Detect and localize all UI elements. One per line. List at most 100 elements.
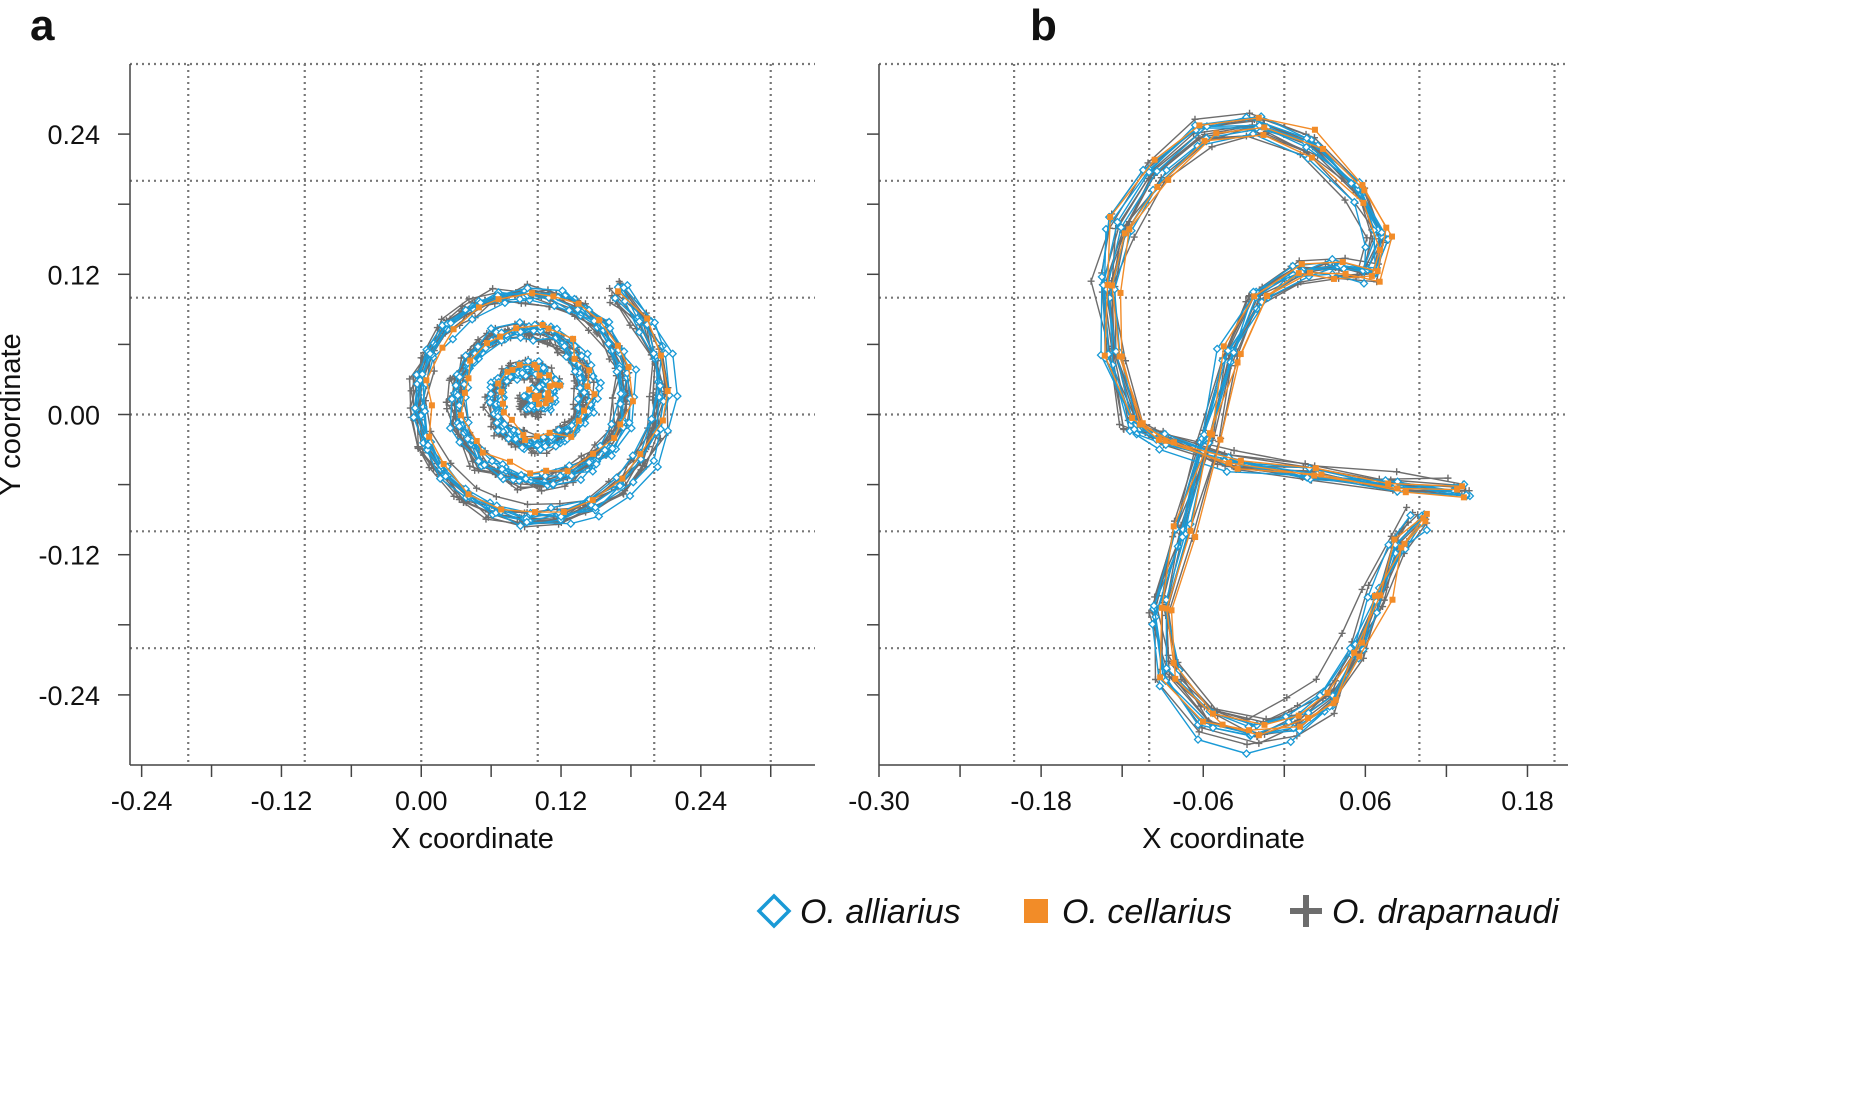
landmark-cellarius: [1339, 259, 1346, 266]
landmark-alliarius: [1384, 540, 1393, 550]
landmark-cellarius: [1220, 343, 1227, 350]
landmark-alliarius: [517, 443, 527, 453]
landmark-cellarius: [1172, 675, 1179, 682]
landmark-draparnaudi: [474, 336, 482, 344]
landmark-cellarius: [1356, 653, 1363, 660]
landmark-cellarius: [536, 372, 543, 379]
landmark-alliarius: [500, 419, 509, 429]
landmark-cellarius: [1192, 534, 1199, 541]
landmark-alliarius: [454, 400, 464, 410]
landmark-alliarius: [590, 503, 600, 512]
landmark-draparnaudi: [1444, 474, 1452, 482]
landmark-cellarius: [479, 449, 486, 456]
landmark-alliarius: [447, 394, 457, 404]
landmark-alliarius: [463, 434, 473, 444]
landmark-cellarius: [1126, 226, 1133, 233]
landmark-alliarius: [485, 397, 495, 407]
y-tick-label: -0.24: [38, 681, 100, 711]
legend: O. alliarius O. cellarius O. draparnaudi: [756, 893, 1560, 931]
landmark-draparnaudi: [1393, 468, 1401, 476]
landmark-alliarius: [454, 421, 464, 431]
outline-alliarius: [1100, 116, 1455, 737]
landmark-draparnaudi: [517, 400, 525, 408]
landmark-alliarius: [423, 440, 433, 450]
y-tick-label: -0.12: [38, 541, 100, 571]
x-tick-label: 0.24: [675, 786, 728, 816]
landmark-alliarius: [612, 473, 621, 483]
landmark-cellarius: [495, 296, 502, 303]
landmark-draparnaudi: [569, 400, 577, 408]
landmark-alliarius: [551, 441, 561, 451]
landmark-cellarius: [1170, 439, 1177, 446]
landmark-alliarius: [515, 521, 525, 531]
landmark-alliarius: [425, 349, 435, 359]
landmark-draparnaudi: [1116, 421, 1124, 429]
landmark-alliarius: [612, 367, 622, 377]
landmark-draparnaudi: [513, 486, 521, 494]
landmark-alliarius: [1286, 737, 1296, 747]
landmark-cellarius: [1246, 727, 1253, 734]
landmark-alliarius: [511, 434, 521, 444]
landmark-cellarius: [1391, 536, 1398, 543]
landmark-alliarius: [500, 298, 510, 308]
landmark-cellarius: [535, 392, 542, 399]
landmark-cellarius: [1359, 182, 1366, 189]
x-tick-label: 0.00: [395, 786, 448, 816]
landmark-cellarius: [1260, 131, 1267, 138]
landmark-alliarius: [1208, 723, 1218, 733]
landmark-alliarius: [473, 342, 483, 352]
landmark-draparnaudi: [1338, 629, 1346, 637]
landmark-cellarius: [1255, 732, 1262, 739]
landmark-alliarius: [655, 381, 665, 391]
landmark-alliarius: [1406, 510, 1415, 520]
landmark-cellarius: [1423, 510, 1430, 517]
x-axis-title: X coordinate: [391, 823, 554, 855]
landmark-draparnaudi: [570, 385, 578, 393]
landmark-draparnaudi: [1165, 673, 1173, 681]
landmark-draparnaudi: [445, 376, 453, 384]
landmark-cellarius: [611, 434, 618, 441]
landmark-alliarius: [616, 389, 626, 399]
landmark-cellarius: [1157, 674, 1164, 681]
landmark-draparnaudi: [443, 405, 451, 413]
landmark-alliarius: [480, 460, 489, 470]
landmark-cellarius: [498, 506, 505, 513]
landmark-alliarius: [607, 419, 616, 429]
landmark-alliarius: [521, 474, 531, 484]
landmark-cellarius: [1398, 544, 1405, 551]
landmark-cellarius: [546, 383, 553, 390]
landmark-alliarius: [534, 382, 544, 392]
landmark-alliarius: [1302, 473, 1312, 482]
landmark-alliarius: [628, 451, 638, 461]
landmark-cellarius: [1196, 122, 1203, 129]
landmark-cellarius: [547, 396, 554, 403]
panel-b-label: b: [1030, 1, 1057, 50]
legend-square-icon: [1024, 899, 1048, 923]
landmark-cellarius: [508, 416, 515, 423]
landmark-alliarius: [455, 437, 464, 447]
landmark-alliarius: [1222, 467, 1232, 477]
landmark-alliarius: [608, 444, 617, 453]
y-tick-label: 0.24: [47, 120, 100, 150]
landmark-cellarius: [1219, 721, 1226, 728]
landmark-cellarius: [615, 288, 622, 295]
landmark-alliarius: [649, 349, 659, 359]
landmark-cellarius: [1151, 156, 1158, 163]
landmark-alliarius: [548, 479, 558, 489]
landmark-cellarius: [1460, 494, 1467, 501]
landmark-draparnaudi: [1144, 159, 1152, 167]
landmark-alliarius: [528, 336, 538, 345]
landmark-draparnaudi: [1341, 196, 1349, 204]
landmark-draparnaudi: [419, 449, 427, 457]
landmark-alliarius: [540, 442, 550, 451]
landmark-draparnaudi: [561, 482, 569, 490]
landmark-alliarius: [1359, 278, 1369, 288]
landmark-draparnaudi: [489, 285, 497, 293]
landmark-draparnaudi: [479, 403, 487, 411]
landmark-cellarius: [571, 355, 578, 362]
landmark-alliarius: [1149, 601, 1159, 611]
landmark-draparnaudi: [615, 277, 623, 285]
x-tick-label: 0.06: [1339, 786, 1392, 816]
landmark-cellarius: [1311, 472, 1318, 479]
landmark-alliarius: [1193, 735, 1203, 744]
